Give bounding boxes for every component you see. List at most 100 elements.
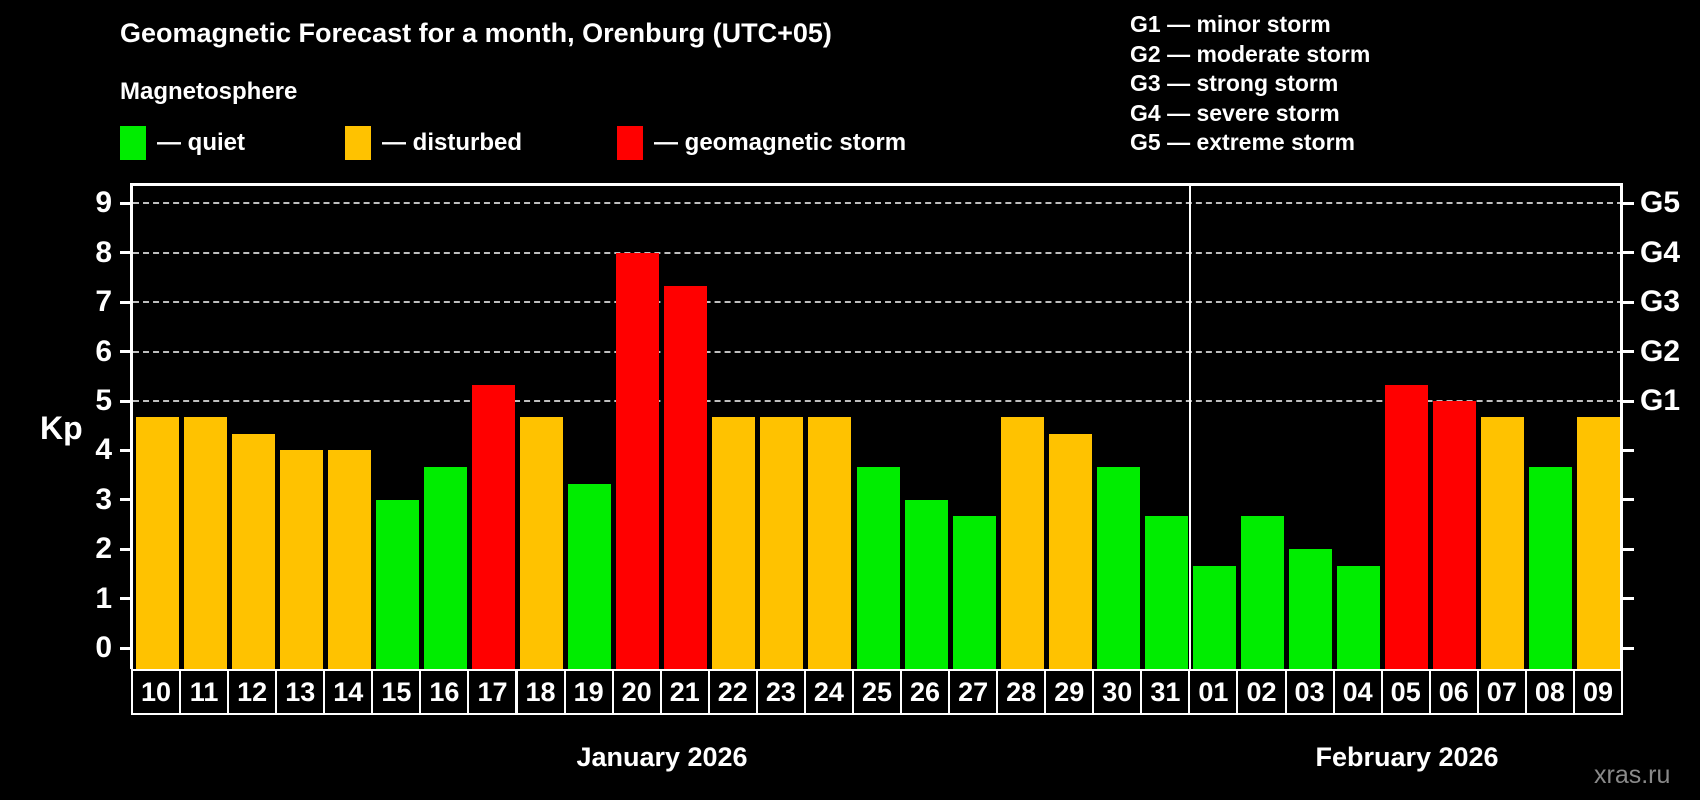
day-cell-06: 06 [1428, 669, 1479, 715]
y-tick-label-1: 1 [95, 581, 112, 615]
legend-label: — geomagnetic storm [654, 129, 907, 156]
bar-january-19 [568, 483, 612, 669]
day-cell-11: 11 [179, 669, 230, 715]
bar-january-23 [760, 417, 804, 669]
y-tick-right-8 [1623, 251, 1634, 255]
day-cell-02: 02 [1236, 669, 1287, 715]
y-axis-right [1620, 183, 1623, 669]
y-tick-left-3 [120, 498, 131, 502]
y-tick-right-4 [1623, 448, 1634, 452]
legend-label: — disturbed [382, 129, 523, 156]
y-tick-label-7: 7 [95, 285, 112, 319]
bar-january-15 [375, 499, 419, 669]
g-scale-legend-line: G3 — strong storm [1130, 70, 1339, 96]
day-cell-04: 04 [1332, 669, 1383, 715]
bar-february-06 [1433, 401, 1477, 669]
day-cell-26: 26 [900, 669, 951, 715]
y-tick-label-8: 8 [95, 235, 112, 269]
day-cell-29: 29 [1044, 669, 1095, 715]
day-cell-10: 10 [131, 669, 182, 715]
y-tick-label-4: 4 [95, 433, 112, 467]
bar-february-03 [1289, 549, 1333, 669]
g-scale-legend-line: G1 — minor storm [1130, 11, 1331, 37]
day-cell-15: 15 [371, 669, 422, 715]
day-cell-24: 24 [803, 669, 854, 715]
g-scale-legend-line: G4 — severe storm [1130, 99, 1340, 126]
bar-january-22 [712, 417, 756, 669]
y-tick-left-2 [120, 547, 131, 551]
bar-january-16 [423, 466, 467, 669]
day-cell-27: 27 [948, 669, 999, 715]
bar-january-10 [135, 417, 179, 669]
bar-february-05 [1385, 384, 1429, 669]
y-tick-label-6: 6 [95, 334, 112, 368]
legend-item-storm: — geomagnetic storm [617, 126, 906, 160]
bar-february-04 [1337, 565, 1381, 669]
y-tick-right-7 [1623, 300, 1634, 304]
disturbed-swatch [345, 126, 371, 160]
bar-january-18 [520, 417, 564, 669]
bar-january-28 [1000, 417, 1044, 669]
storm-swatch [617, 126, 643, 160]
y-tick-left-8 [120, 251, 131, 255]
bar-january-30 [1096, 466, 1140, 669]
day-cell-16: 16 [419, 669, 470, 715]
day-cell-09: 09 [1572, 669, 1623, 715]
subtitle-magnetosphere: Magnetosphere [120, 78, 298, 105]
bar-february-02 [1241, 516, 1285, 669]
bar-january-17 [471, 384, 515, 669]
day-cell-19: 19 [563, 669, 614, 715]
y-tick-right-0 [1623, 646, 1634, 650]
day-cell-14: 14 [323, 669, 374, 715]
day-cell-12: 12 [227, 669, 278, 715]
gridline-kp5 [133, 400, 1623, 402]
y-tick-right-2 [1623, 547, 1634, 551]
bar-january-14 [327, 450, 371, 669]
y-tick-right-5 [1623, 399, 1634, 403]
bar-january-26 [904, 499, 948, 669]
y-tick-right-3 [1623, 498, 1634, 502]
bar-january-11 [183, 417, 227, 669]
right-axis-label-G3: G3 [1640, 285, 1681, 319]
month-label-february: February 2026 [1315, 742, 1499, 772]
y-tick-left-4 [120, 448, 131, 452]
y-axis-label: Kp [40, 410, 83, 446]
bar-february-01 [1192, 565, 1236, 669]
y-tick-label-3: 3 [95, 482, 112, 516]
day-cell-03: 03 [1284, 669, 1335, 715]
bar-january-25 [856, 466, 900, 669]
bar-february-09 [1577, 417, 1621, 669]
bar-january-12 [231, 434, 275, 669]
bar-january-20 [616, 252, 660, 669]
bar-january-24 [808, 417, 852, 669]
right-axis-label-G1: G1 [1640, 384, 1681, 417]
watermark: xras.ru [1594, 761, 1671, 789]
g-scale-legend-line: G2 — moderate storm [1130, 40, 1371, 67]
y-tick-right-1 [1623, 597, 1634, 601]
day-cell-05: 05 [1380, 669, 1431, 715]
y-tick-label-2: 2 [95, 532, 112, 566]
gridline-kp8 [133, 251, 1623, 254]
y-tick-right-9 [1623, 201, 1634, 205]
quiet-swatch [120, 126, 146, 160]
day-cell-17: 17 [467, 669, 518, 715]
legend-item-disturbed: — disturbed [345, 126, 522, 160]
day-cell-21: 21 [659, 669, 710, 715]
bar-january-29 [1048, 434, 1092, 669]
y-tick-label-0: 0 [95, 631, 112, 664]
legend-item-quiet: — quiet [120, 126, 245, 160]
y-tick-left-7 [120, 300, 131, 304]
g-scale-legend-line: G5 — extreme storm [1130, 129, 1355, 155]
y-tick-left-0 [120, 646, 131, 650]
day-cell-22: 22 [707, 669, 758, 715]
bar-february-08 [1529, 466, 1573, 669]
y-tick-left-6 [120, 350, 131, 354]
day-cell-25: 25 [851, 669, 903, 715]
legend-label: — quiet [157, 129, 245, 156]
day-cell-07: 07 [1476, 669, 1527, 715]
right-axis-label-G2: G2 [1640, 334, 1681, 368]
day-cell-31: 31 [1140, 669, 1191, 715]
month-separator-line [1189, 183, 1192, 669]
y-tick-label-5: 5 [95, 384, 112, 417]
day-cell-23: 23 [755, 669, 806, 715]
